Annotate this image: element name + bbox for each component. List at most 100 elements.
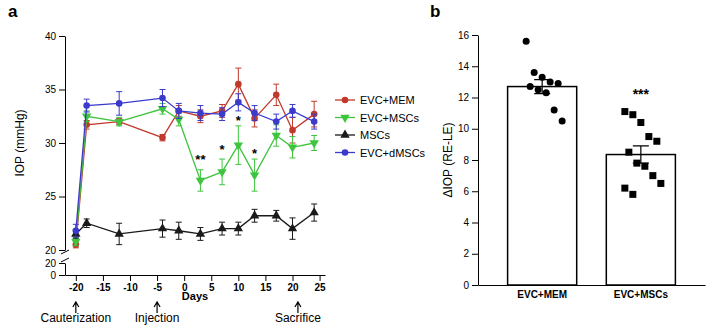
y-tick: 16 <box>458 30 478 41</box>
legend-label: EVC+dMSCs <box>360 147 426 159</box>
y-tick-label: 35 <box>45 84 57 95</box>
x-tick-mark <box>130 275 131 281</box>
x-tick-label: 5 <box>209 282 215 293</box>
y-tick-mark <box>472 160 478 161</box>
x-tick-mark <box>238 275 239 281</box>
y-tick-mark <box>472 98 478 99</box>
legend-entry: EVC+MEM <box>335 94 415 106</box>
marker <box>159 134 166 141</box>
point <box>531 69 538 76</box>
series-line <box>76 109 314 242</box>
bar <box>508 87 577 285</box>
error-bar <box>219 108 225 121</box>
plot-area <box>71 68 319 248</box>
x-tick-mark <box>76 275 77 281</box>
x-tick-label: EVC+MEM <box>517 289 567 300</box>
legend: EVC+MEMEVC+MSCsMSCsEVC+dMSCs <box>335 94 426 159</box>
marker <box>251 110 258 117</box>
y-tick-label: 30 <box>45 138 57 149</box>
y-tick-mark <box>472 191 478 192</box>
marker <box>158 223 167 231</box>
marker <box>175 108 182 115</box>
point <box>637 119 644 126</box>
y-tick-label: 40 <box>45 31 57 42</box>
x-tick-mark <box>293 275 294 281</box>
point <box>523 38 530 45</box>
marker <box>250 210 259 218</box>
marker <box>219 111 226 118</box>
x-tick-label: 25 <box>315 282 327 293</box>
error-bar <box>219 104 225 117</box>
marker <box>235 81 242 88</box>
x-tick: 15 <box>260 275 272 293</box>
point <box>535 86 542 93</box>
x-tick-label: -10 <box>123 282 138 293</box>
marker <box>116 100 123 107</box>
annotation: ** <box>195 152 206 167</box>
marker <box>289 127 296 134</box>
series <box>71 204 319 245</box>
error-bar <box>73 224 79 237</box>
point <box>657 180 664 187</box>
x-tick: 5 <box>209 275 215 293</box>
y-axis-line <box>65 264 66 276</box>
legend-entry: MSCs <box>335 129 390 141</box>
annotation: * <box>236 113 242 128</box>
x-tick-mark <box>157 275 158 281</box>
y-tick-mark <box>59 36 65 37</box>
x-tick-label: 20 <box>287 282 299 293</box>
marker <box>273 118 280 125</box>
x-tick-label: -5 <box>153 282 162 293</box>
y-tick-label: 0 <box>50 270 56 281</box>
y-tick: 6 <box>463 186 478 197</box>
y-axis-upper: 2025303540 <box>45 31 66 256</box>
x-axis-title: Days <box>182 290 208 302</box>
y-tick: 10 <box>458 123 478 134</box>
y-axis: 0246810121416 <box>458 30 479 291</box>
marker <box>309 207 318 215</box>
y-tick: 35 <box>45 84 65 95</box>
point <box>559 117 566 124</box>
marker <box>235 99 242 106</box>
series <box>73 90 318 238</box>
x-tick-mark <box>265 275 266 281</box>
y-tick-label: 6 <box>463 186 469 197</box>
x-tick: EVC+MEM <box>517 285 567 300</box>
point <box>543 89 550 96</box>
marker <box>82 218 91 226</box>
point <box>539 74 546 81</box>
point <box>527 83 534 90</box>
marker <box>158 106 167 114</box>
annotation: *** <box>633 86 650 102</box>
point <box>551 107 558 114</box>
point <box>547 78 554 85</box>
y-tick: 2 <box>463 248 478 259</box>
y-tick-label: 2 <box>463 248 469 259</box>
legend-marker <box>342 149 349 156</box>
y-tick-mark <box>59 263 65 264</box>
panel-label: b <box>430 2 440 21</box>
x-tick-label: EVC+MSCs <box>614 289 669 300</box>
marker <box>196 229 205 237</box>
y-tick-label: 10 <box>458 123 470 134</box>
error-bar <box>197 106 203 121</box>
error-bar <box>273 84 279 105</box>
y-tick-mark <box>472 129 478 130</box>
legend-marker <box>340 130 349 138</box>
marker <box>250 172 259 180</box>
point <box>629 111 636 118</box>
x-tick-label: 10 <box>233 282 245 293</box>
y-tick-label: 16 <box>458 30 470 41</box>
figure: a2025303540020-20-15-10-50510152025DaysI… <box>0 0 712 325</box>
x-axis-line <box>479 285 706 286</box>
marker <box>272 210 281 218</box>
x-tick-mark <box>320 275 321 281</box>
marker <box>217 223 226 231</box>
bar <box>606 155 675 285</box>
y-tick: 30 <box>45 138 65 149</box>
x-axis-line <box>66 275 326 276</box>
y-tick: 20 <box>45 258 65 269</box>
y-tick-mark <box>472 223 478 224</box>
x-tick: EVC+MSCs <box>614 285 669 300</box>
annotation: * <box>252 146 258 161</box>
